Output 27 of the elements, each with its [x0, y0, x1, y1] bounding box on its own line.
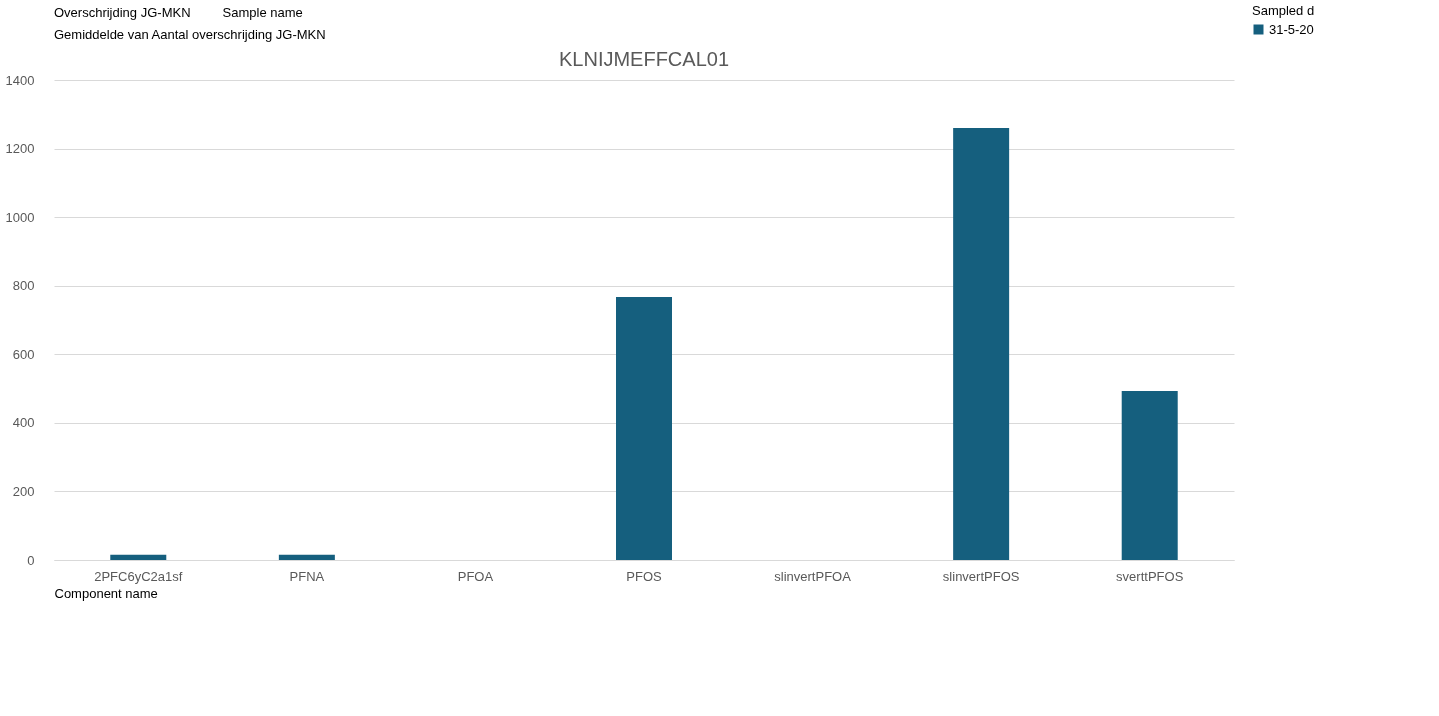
- text: Sample name: [222, 5, 303, 20]
- y-tick-label: 600: [12, 346, 35, 362]
- x-tick-label: sverttPFOS: [1116, 568, 1184, 584]
- y-tick-label: 1200: [5, 141, 35, 157]
- y-tick-label: 400: [12, 415, 35, 431]
- text: Gemiddelde van Aantal overschrijding JG-MKN: [54, 27, 326, 42]
- x-tick-label: PFOS: [626, 568, 663, 584]
- y-tick-label: 0: [27, 552, 35, 568]
- y-tick-label: 800: [12, 278, 35, 294]
- y-tick-label: 1400: [5, 72, 35, 88]
- legend-label: 31-5-20: [1269, 21, 1314, 37]
- x-tick-label: PFNA: [289, 568, 325, 584]
- x-tick-label: slinvertPFOS: [942, 568, 1020, 584]
- bar: [1121, 390, 1178, 560]
- text: Overschrijding JG-MKN: [54, 5, 191, 20]
- bar: [278, 554, 335, 560]
- x-tick-label: slinvertPFOA: [774, 568, 852, 584]
- x-tick-label: PFOA: [457, 568, 494, 584]
- x-tick-label: 2PFC6yC2a1sf: [94, 568, 183, 584]
- y-tick-label: 200: [12, 483, 35, 499]
- legend-title: Sampled d: [1252, 3, 1315, 18]
- bar: [110, 554, 167, 560]
- bar: [953, 128, 1010, 560]
- bar: [616, 297, 672, 560]
- chart-title: KLNIJMEFFCAL01: [558, 48, 730, 70]
- x-axis-title: Component name: [54, 585, 158, 601]
- y-tick-label: 1000: [5, 209, 35, 225]
